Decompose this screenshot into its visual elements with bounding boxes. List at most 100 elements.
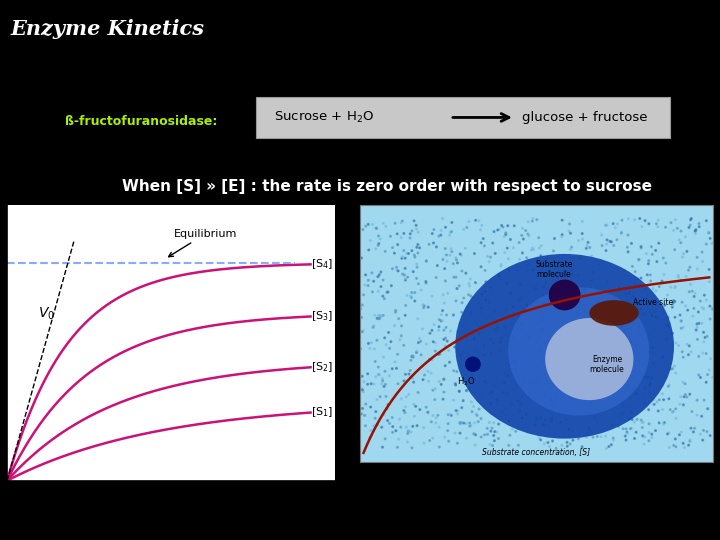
- Point: [689, 424, 701, 433]
- Point: [631, 380, 643, 389]
- Point: [535, 347, 546, 355]
- Point: [434, 349, 446, 358]
- Point: [506, 400, 518, 408]
- Point: [459, 371, 471, 380]
- Point: [629, 373, 641, 382]
- Point: [508, 334, 519, 342]
- Point: [582, 385, 594, 394]
- Point: [536, 316, 548, 325]
- Point: [523, 260, 534, 269]
- Point: [439, 361, 451, 370]
- Point: [451, 259, 463, 267]
- Point: [684, 435, 696, 444]
- Point: [683, 287, 695, 296]
- Point: [457, 328, 469, 337]
- Point: [365, 403, 377, 411]
- Point: [608, 241, 619, 250]
- Point: [481, 380, 492, 388]
- Point: [532, 375, 544, 383]
- Point: [489, 436, 500, 445]
- Point: [554, 420, 566, 428]
- Point: [599, 426, 611, 434]
- Point: [586, 364, 598, 373]
- Point: [582, 340, 594, 348]
- Point: [546, 437, 558, 445]
- Point: [374, 393, 386, 401]
- Point: [670, 313, 681, 321]
- Point: [660, 259, 672, 267]
- Text: [S$_4$]: [S$_4$]: [310, 258, 333, 271]
- Point: [670, 339, 682, 347]
- Point: [354, 328, 366, 336]
- Point: [450, 273, 462, 281]
- Point: [623, 214, 634, 223]
- Point: [432, 411, 444, 420]
- Point: [680, 301, 691, 310]
- Point: [509, 390, 521, 399]
- Point: [661, 335, 672, 343]
- Point: [531, 284, 542, 292]
- Point: [522, 319, 534, 328]
- Point: [485, 253, 496, 261]
- Point: [522, 230, 534, 239]
- Point: [663, 323, 675, 332]
- Point: [498, 388, 509, 397]
- Point: [426, 369, 437, 377]
- Point: [558, 251, 570, 259]
- Point: [703, 278, 715, 286]
- Point: [698, 426, 709, 435]
- Point: [685, 347, 697, 356]
- Point: [697, 436, 708, 444]
- Point: [553, 262, 564, 271]
- Point: [514, 401, 526, 409]
- Point: [683, 223, 695, 232]
- Point: [491, 428, 503, 436]
- Point: [633, 255, 644, 264]
- Point: [395, 233, 407, 242]
- Point: [639, 393, 650, 402]
- Point: [562, 438, 573, 447]
- Point: [382, 288, 394, 296]
- Point: [616, 339, 627, 348]
- Text: [S$_2$]: [S$_2$]: [310, 360, 333, 374]
- Point: [438, 299, 450, 307]
- Point: [381, 404, 392, 413]
- Point: [639, 328, 651, 336]
- Point: [647, 343, 658, 352]
- Point: [580, 433, 592, 442]
- Point: [606, 422, 618, 430]
- Point: [520, 226, 531, 235]
- Point: [455, 418, 467, 427]
- Point: [541, 295, 553, 303]
- Point: [617, 302, 629, 311]
- Point: [492, 382, 504, 391]
- Point: [436, 226, 447, 235]
- Point: [450, 296, 462, 305]
- Point: [427, 386, 438, 395]
- Point: [450, 253, 462, 262]
- Point: [629, 417, 640, 426]
- Point: [679, 380, 690, 388]
- Point: [387, 428, 398, 437]
- Point: [612, 220, 624, 228]
- Point: [620, 436, 631, 444]
- Point: [405, 428, 417, 436]
- Point: [564, 220, 575, 228]
- Point: [596, 241, 608, 250]
- Point: [670, 282, 681, 291]
- Point: [698, 305, 709, 313]
- Point: [546, 417, 557, 426]
- Point: [669, 297, 680, 306]
- Point: [651, 397, 662, 406]
- Point: [427, 411, 438, 420]
- Point: [570, 302, 581, 311]
- Point: [359, 411, 370, 420]
- Point: [693, 222, 705, 231]
- Point: [492, 323, 503, 332]
- Point: [534, 333, 546, 342]
- Point: [356, 301, 368, 309]
- Point: [556, 358, 567, 367]
- Point: [409, 288, 420, 297]
- Point: [424, 436, 436, 445]
- Point: [621, 381, 633, 390]
